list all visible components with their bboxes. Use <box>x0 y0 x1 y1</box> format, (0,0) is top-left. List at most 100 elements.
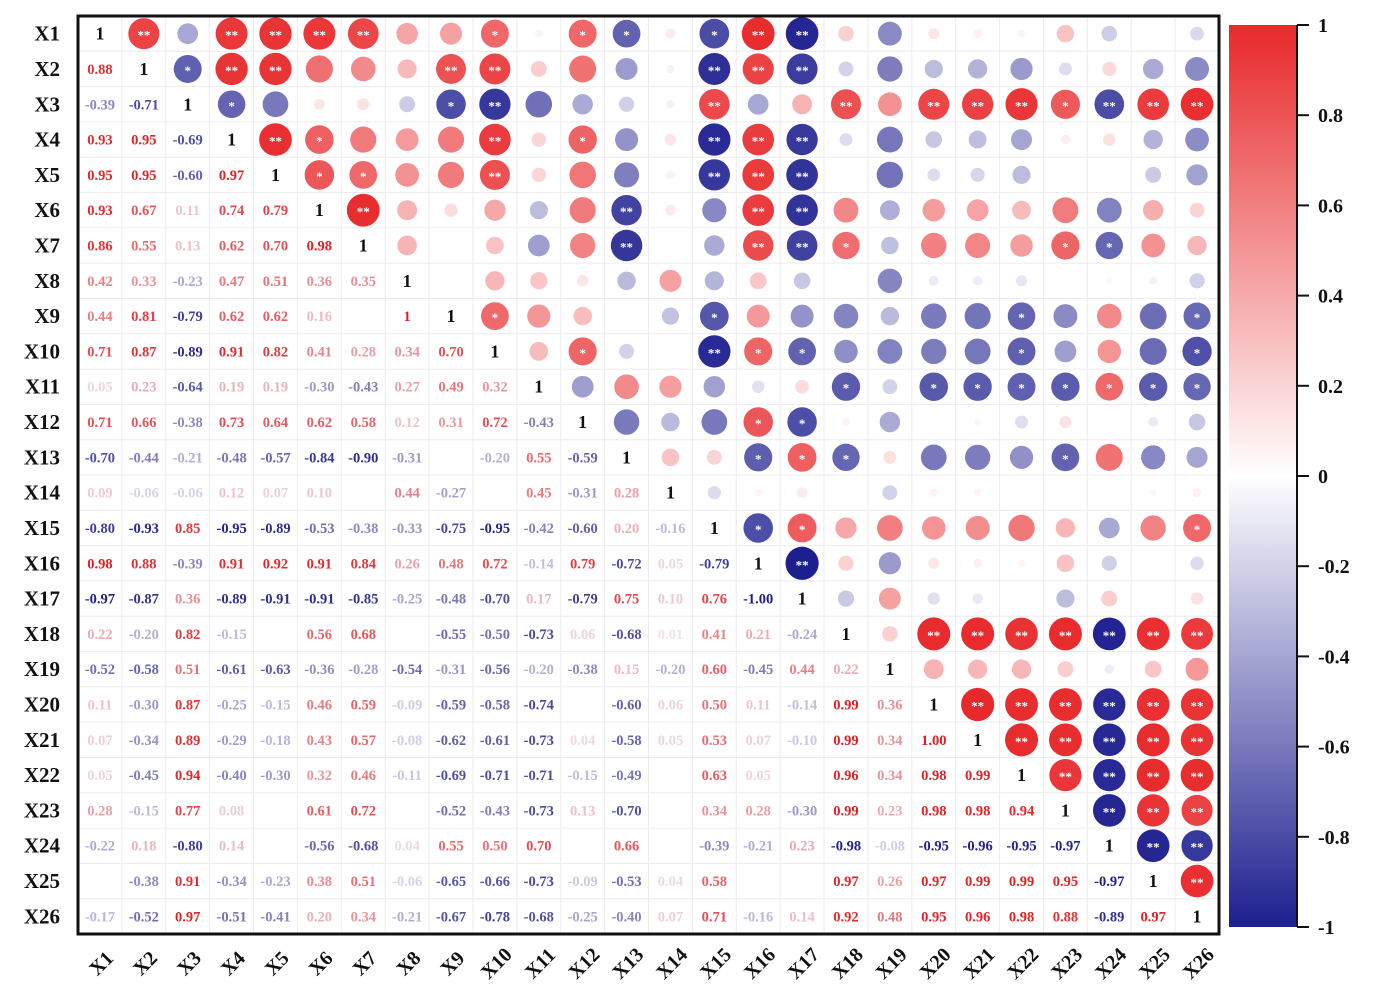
significance-mark: ** <box>752 28 765 43</box>
correlation-circle <box>838 555 854 571</box>
row-label: X11 <box>25 375 60 399</box>
correlation-circle <box>707 486 721 500</box>
correlation-value: 0.36 <box>307 274 332 290</box>
correlation-value: 0.07 <box>658 909 683 925</box>
colorbar-tick-label: 0 <box>1318 466 1328 488</box>
column-label: X3 <box>173 947 206 980</box>
correlation-circle <box>395 128 419 151</box>
correlation-value: 0.92 <box>833 909 858 925</box>
correlation-circle <box>701 409 728 435</box>
correlation-circle <box>1011 129 1033 151</box>
row-label: X18 <box>24 622 60 646</box>
correlation-value: 0.14 <box>789 909 814 925</box>
correlation-circle <box>785 546 819 580</box>
significance-mark: ** <box>1103 628 1116 643</box>
row-label: X26 <box>24 904 60 928</box>
correlation-circle <box>918 88 950 120</box>
correlation-value: 0.35 <box>351 274 376 290</box>
correlation-circle <box>215 17 248 50</box>
correlation-value: 0.06 <box>570 627 595 643</box>
correlation-value: 0.64 <box>263 415 288 431</box>
correlation-circle <box>921 338 947 365</box>
correlation-circle <box>963 372 992 401</box>
row-label: X8 <box>34 269 60 293</box>
correlation-value: 0.12 <box>219 486 244 502</box>
correlation-value: 0.34 <box>702 803 727 819</box>
correlation-value: 0.51 <box>263 274 288 290</box>
correlation-value: 0.73 <box>219 415 244 431</box>
correlation-circle <box>1189 273 1205 289</box>
correlation-value: -0.28 <box>348 662 378 678</box>
correlation-circle <box>259 17 292 50</box>
significance-mark: ** <box>1191 769 1204 784</box>
significance-mark: ** <box>1147 699 1160 714</box>
correlation-value: -0.20 <box>655 662 685 678</box>
significance-mark: ** <box>488 63 501 78</box>
correlation-circle <box>1145 166 1162 183</box>
correlation-circle <box>883 450 897 464</box>
correlation-circle <box>1139 302 1167 330</box>
correlation-circle <box>1048 688 1082 721</box>
correlation-value: -0.61 <box>480 733 510 749</box>
significance-mark: ** <box>796 28 809 43</box>
correlation-circle <box>436 89 466 120</box>
correlation-value: -0.72 <box>611 556 641 572</box>
correlation-value: 0.38 <box>307 874 332 890</box>
correlation-value: -0.21 <box>392 909 422 925</box>
correlation-circle <box>347 18 379 50</box>
correlation-circle <box>1180 864 1214 898</box>
correlation-value: -0.69 <box>436 768 466 784</box>
correlation-value: 0.79 <box>570 556 595 572</box>
correlation-circle <box>1055 518 1076 538</box>
correlation-value: -0.85 <box>348 592 378 608</box>
correlation-circle <box>698 52 731 85</box>
significance-mark: ** <box>752 169 765 184</box>
correlation-value: 0.22 <box>87 627 112 643</box>
correlation-circle <box>1096 197 1122 223</box>
correlation-value: 0.44 <box>394 486 419 502</box>
significance-mark: ** <box>971 98 984 113</box>
correlation-circle <box>396 22 418 45</box>
significance-mark: ** <box>1191 628 1204 643</box>
significance-mark: ** <box>1191 98 1204 113</box>
diagonal-label: 1 <box>666 483 675 503</box>
correlation-value: 0.91 <box>219 556 244 572</box>
correlation-circle <box>1017 559 1026 567</box>
correlation-value: -0.06 <box>392 874 422 890</box>
correlation-value: 0.51 <box>175 662 200 678</box>
correlation-circle <box>531 167 547 183</box>
correlation-value: -0.73 <box>524 733 554 749</box>
diagonal-label: 1 <box>490 341 499 361</box>
significance-mark: * <box>755 345 762 360</box>
correlation-circle <box>879 200 900 221</box>
diagonal-label: 1 <box>403 271 412 291</box>
correlation-circle <box>1010 57 1033 81</box>
correlation-circle <box>576 275 589 287</box>
correlation-circle <box>741 17 775 51</box>
correlation-circle <box>568 337 597 366</box>
column-labels: X1 X2 X3 X4 X5 X6 X7 X8 X9 X10 X11 X12 X13 X14 X15 X16 X… <box>85 944 1218 984</box>
correlation-value: 0.46 <box>307 698 332 714</box>
correlation-value: 0.75 <box>614 592 639 608</box>
correlation-value: -0.45 <box>129 768 159 784</box>
correlation-circle <box>397 200 418 221</box>
correlation-circle <box>786 159 818 191</box>
significance-mark: * <box>1194 381 1201 396</box>
correlation-value: 0.34 <box>877 768 902 784</box>
correlation-circle <box>173 54 202 83</box>
diagonal-label: 1 <box>534 377 543 397</box>
diagonal-label: 1 <box>710 518 719 538</box>
correlation-value: 0.97 <box>1140 909 1165 925</box>
correlation-circle <box>793 272 811 290</box>
correlation-value: -0.08 <box>392 733 422 749</box>
correlation-circle <box>661 448 680 467</box>
significance-mark: ** <box>752 63 765 78</box>
correlation-circle <box>742 53 774 85</box>
correlation-value: 0.94 <box>1009 803 1034 819</box>
significance-mark: ** <box>269 28 282 43</box>
correlation-circle <box>613 409 640 435</box>
significance-mark: ** <box>1103 699 1116 714</box>
correlation-circle <box>786 123 818 156</box>
correlation-value: -0.33 <box>392 521 422 537</box>
correlation-value: -0.09 <box>392 698 422 714</box>
